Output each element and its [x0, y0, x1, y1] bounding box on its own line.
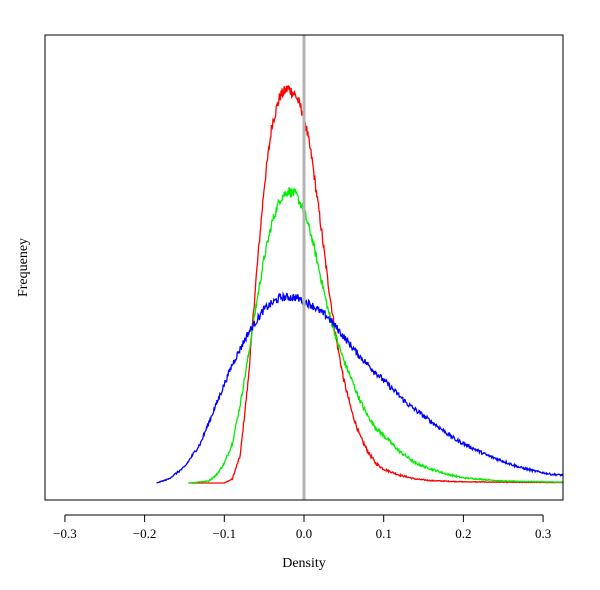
x-tick-label: 0.3 — [535, 526, 551, 541]
density-series-3 — [156, 291, 564, 484]
x-tick-label: −0.1 — [213, 526, 237, 541]
x-tick-label: 0.0 — [296, 526, 312, 541]
density-series-2 — [188, 187, 564, 484]
density-series-1 — [188, 85, 563, 484]
x-axis-label: Density — [282, 556, 326, 571]
x-tick-label: 0.1 — [376, 526, 392, 541]
series-layer — [156, 85, 564, 484]
plot-frame — [44, 34, 564, 501]
y-axis-label: Frequeney — [16, 238, 31, 297]
x-axis: −0.3 −0.2 −0.1 0.0 0.1 0.2 0.3 — [53, 514, 551, 541]
x-tick-label: −0.2 — [133, 526, 157, 541]
x-tick-label: −0.3 — [53, 526, 77, 541]
x-tick-label: 0.2 — [455, 526, 471, 541]
